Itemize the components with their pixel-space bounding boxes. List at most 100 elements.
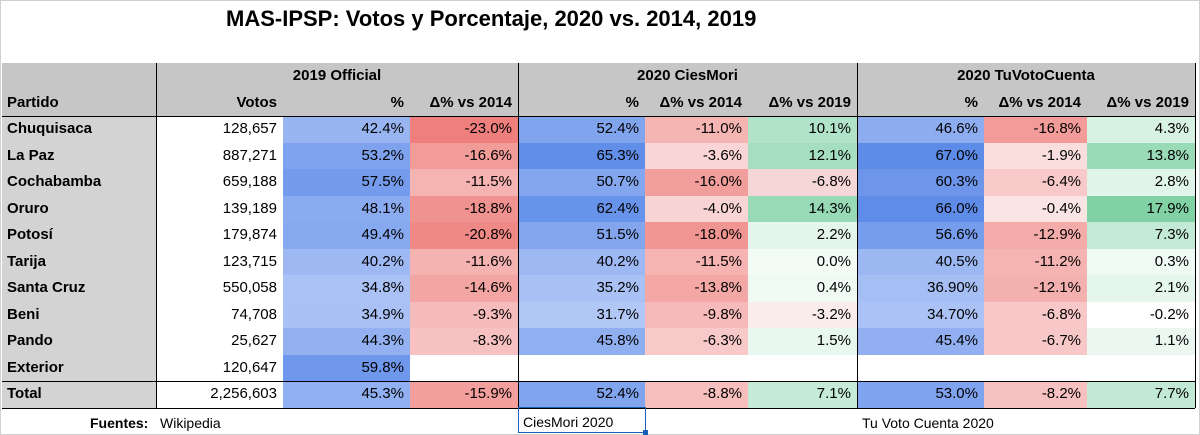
- row-cell-votos[interactable]: 659,188: [222, 173, 277, 190]
- row-cell-delta-2019-ciesmori[interactable]: 2.2%: [748, 222, 857, 249]
- row-cell-pct-ciesmori[interactable]: 62.4%: [518, 195, 645, 222]
- row-cell-delta-2019-tvc[interactable]: 13.8%: [1087, 142, 1195, 169]
- source-wikipedia[interactable]: Wikipedia: [160, 415, 221, 431]
- row-cell-delta-2014-ciesmori[interactable]: -11.0%: [645, 116, 748, 143]
- row-cell-delta-2014-2019[interactable]: -20.8%: [410, 222, 518, 249]
- row-cell-delta-2014-tvc[interactable]: -1.9%: [984, 142, 1087, 169]
- row-cell-delta-2019-tvc[interactable]: 2.1%: [1087, 275, 1195, 302]
- row-cell-pct-tvc[interactable]: 45.4%: [857, 328, 984, 355]
- row-cell-pct-ciesmori[interactable]: 52.4%: [518, 116, 645, 143]
- row-cell-delta-2014-tvc[interactable]: -6.7%: [984, 328, 1087, 355]
- row-cell-delta-2014-ciesmori[interactable]: -11.5%: [645, 248, 748, 275]
- row-cell-delta-2019-tvc[interactable]: 4.3%: [1087, 116, 1195, 143]
- row-cell-votos[interactable]: 179,874: [222, 226, 277, 243]
- row-cell-pct-tvc[interactable]: 66.0%: [857, 195, 984, 222]
- row-cell-delta-2014-ciesmori[interactable]: -13.8%: [645, 275, 748, 302]
- row-cell-pct-tvc[interactable]: [857, 355, 984, 382]
- row-cell-delta-2019-ciesmori[interactable]: -3.2%: [748, 301, 857, 328]
- row-cell-votos[interactable]: 887,271: [222, 146, 277, 164]
- row-cell-pct-2019[interactable]: 40.2%: [283, 248, 410, 275]
- row-cell-pct-ciesmori[interactable]: 65.3%: [518, 142, 645, 169]
- row-cell-partido[interactable]: Potosí: [2, 222, 156, 249]
- total-row-delta-2014-ciesmori[interactable]: -8.8%: [645, 381, 748, 408]
- row-cell-delta-2014-tvc[interactable]: -0.4%: [984, 195, 1087, 222]
- row-cell-delta-2014-2019[interactable]: -11.6%: [410, 248, 518, 275]
- row-cell-delta-2014-ciesmori[interactable]: [645, 355, 748, 382]
- row-cell-pct-tvc[interactable]: 34.70%: [857, 301, 984, 328]
- row-cell-delta-2014-ciesmori[interactable]: -3.6%: [645, 142, 748, 169]
- row-cell-votos[interactable]: 128,657: [222, 120, 277, 137]
- row-cell-delta-2019-ciesmori[interactable]: 0.0%: [748, 248, 857, 275]
- row-cell-pct-ciesmori[interactable]: [518, 355, 645, 382]
- row-cell-pct-tvc[interactable]: 56.6%: [857, 222, 984, 249]
- row-cell-partido[interactable]: Chuquisaca: [2, 116, 156, 143]
- row-cell-pct-ciesmori[interactable]: 40.2%: [518, 248, 645, 275]
- row-cell-votos[interactable]: 139,189: [222, 199, 277, 217]
- row-cell-delta-2019-ciesmori[interactable]: 10.1%: [748, 116, 857, 143]
- row-cell-delta-2019-ciesmori[interactable]: -6.8%: [748, 169, 857, 196]
- row-cell-delta-2014-2019[interactable]: -23.0%: [410, 116, 518, 143]
- total-row-delta-2019-tvc[interactable]: 7.7%: [1087, 381, 1195, 408]
- row-cell-pct-tvc[interactable]: 40.5%: [857, 248, 984, 275]
- total-row-delta-2019-ciesmori[interactable]: 7.1%: [748, 381, 857, 408]
- row-cell-delta-2019-ciesmori[interactable]: 0.4%: [748, 275, 857, 302]
- fill-handle[interactable]: [643, 430, 648, 435]
- row-cell-pct-tvc[interactable]: 36.90%: [857, 275, 984, 302]
- row-cell-pct-2019[interactable]: 53.2%: [283, 142, 410, 169]
- row-cell-delta-2014-tvc[interactable]: -6.8%: [984, 301, 1087, 328]
- row-cell-votos[interactable]: 120,647: [222, 358, 277, 376]
- row-cell-partido[interactable]: Pando: [2, 328, 156, 355]
- row-cell-delta-2019-tvc[interactable]: 0.3%: [1087, 248, 1195, 275]
- row-cell-delta-2019-ciesmori[interactable]: 12.1%: [748, 142, 857, 169]
- row-cell-pct-ciesmori[interactable]: 51.5%: [518, 222, 645, 249]
- row-cell-pct-ciesmori[interactable]: 35.2%: [518, 275, 645, 302]
- row-cell-delta-2019-ciesmori[interactable]: 1.5%: [748, 328, 857, 355]
- row-cell-pct-2019[interactable]: 48.1%: [283, 195, 410, 222]
- row-cell-delta-2014-ciesmori[interactable]: -16.0%: [645, 169, 748, 196]
- row-cell-delta-2019-tvc[interactable]: 2.8%: [1087, 169, 1195, 196]
- total-row-delta-2014-2019[interactable]: -15.9%: [410, 381, 518, 408]
- row-cell-delta-2019-tvc[interactable]: 1.1%: [1087, 328, 1195, 355]
- row-cell-pct-2019[interactable]: 44.3%: [283, 328, 410, 355]
- row-cell-partido[interactable]: Exterior: [2, 354, 156, 381]
- row-cell-partido[interactable]: Oruro: [2, 195, 156, 222]
- row-cell-pct-2019[interactable]: 42.4%: [283, 116, 410, 143]
- row-cell-votos[interactable]: 74,708: [231, 305, 277, 323]
- row-cell-delta-2014-ciesmori[interactable]: -9.8%: [645, 301, 748, 328]
- row-cell-delta-2019-tvc[interactable]: -0.2%: [1087, 301, 1195, 328]
- row-cell-delta-2014-2019[interactable]: -9.3%: [410, 301, 518, 328]
- total-row-pct-tvc[interactable]: 53.0%: [857, 381, 984, 408]
- row-cell-delta-2014-2019[interactable]: -11.5%: [410, 169, 518, 196]
- row-cell-delta-2014-tvc[interactable]: -16.8%: [984, 116, 1087, 143]
- row-cell-votos[interactable]: 550,058: [222, 279, 277, 296]
- row-cell-pct-2019[interactable]: 57.5%: [283, 169, 410, 196]
- row-cell-delta-2014-ciesmori[interactable]: -6.3%: [645, 328, 748, 355]
- total-row-pct-2019[interactable]: 45.3%: [283, 381, 410, 408]
- row-cell-delta-2019-ciesmori[interactable]: 14.3%: [748, 195, 857, 222]
- row-cell-partido[interactable]: Beni: [2, 301, 156, 328]
- row-cell-pct-2019[interactable]: 59.8%: [283, 354, 410, 381]
- row-cell-pct-tvc[interactable]: 60.3%: [857, 169, 984, 196]
- total-row-votos[interactable]: 2,256,603: [210, 385, 277, 402]
- row-cell-delta-2019-tvc[interactable]: 7.3%: [1087, 222, 1195, 249]
- selected-cell-box[interactable]: [518, 407, 646, 433]
- row-cell-delta-2014-tvc[interactable]: [984, 355, 1087, 382]
- row-cell-delta-2019-ciesmori[interactable]: [748, 355, 857, 382]
- row-cell-delta-2014-tvc[interactable]: -12.9%: [984, 222, 1087, 249]
- row-cell-pct-tvc[interactable]: 46.6%: [857, 116, 984, 143]
- row-cell-pct-tvc[interactable]: 67.0%: [857, 142, 984, 169]
- total-row-delta-2014-tvc[interactable]: -8.2%: [984, 381, 1087, 408]
- row-cell-delta-2014-tvc[interactable]: -11.2%: [984, 248, 1087, 275]
- source-tuvotocuenta[interactable]: Tu Voto Cuenta 2020: [862, 415, 994, 431]
- row-cell-delta-2019-tvc[interactable]: 17.9%: [1087, 195, 1195, 222]
- total-row-pct-ciesmori[interactable]: 52.4%: [518, 381, 645, 408]
- row-cell-delta-2014-tvc[interactable]: -6.4%: [984, 169, 1087, 196]
- row-cell-delta-2014-2019[interactable]: -8.3%: [410, 328, 518, 355]
- row-cell-delta-2014-ciesmori[interactable]: -18.0%: [645, 222, 748, 249]
- row-cell-pct-2019[interactable]: 34.9%: [283, 301, 410, 328]
- row-cell-delta-2014-2019[interactable]: -14.6%: [410, 275, 518, 302]
- row-cell-pct-2019[interactable]: 49.4%: [283, 222, 410, 249]
- row-cell-delta-2014-2019[interactable]: [410, 355, 518, 382]
- row-cell-votos[interactable]: 25,627: [231, 332, 277, 349]
- row-cell-partido[interactable]: Tarija: [2, 248, 156, 275]
